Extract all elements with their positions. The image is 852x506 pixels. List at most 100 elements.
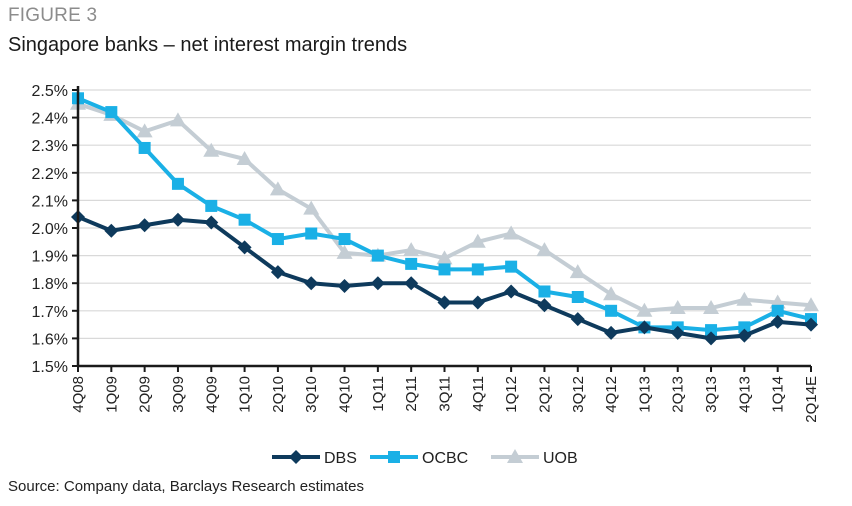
data-point-dbs: [204, 215, 219, 230]
data-point-uob: [169, 112, 186, 127]
x-tick-label: 1Q12: [503, 376, 520, 413]
x-tick-label: 3Q12: [570, 376, 587, 413]
data-point-ocbc: [505, 260, 518, 273]
data-point-ocbc: [171, 177, 184, 190]
data-point-dbs: [704, 331, 719, 346]
data-point-ocbc: [605, 304, 618, 317]
data-point-uob: [303, 200, 320, 215]
legend-item-uob: UOB: [491, 449, 578, 467]
data-point-dbs: [470, 295, 485, 310]
data-point-uob: [536, 242, 553, 257]
legend: DBS OCBC UOB: [272, 449, 578, 467]
data-point-dbs: [737, 328, 752, 343]
data-point-ocbc: [571, 291, 584, 303]
x-tick-label: 3Q11: [437, 376, 454, 412]
series-group: [70, 92, 819, 346]
y-tick-label: 2.0%: [32, 221, 68, 238]
data-point-uob: [736, 291, 753, 306]
x-tick-label: 2Q11: [403, 376, 420, 412]
x-tick-label: 1Q13: [636, 376, 653, 413]
series-line-dbs: [77, 215, 812, 341]
y-tick-label: 2.2%: [32, 166, 68, 183]
x-tick-label: 4Q09: [203, 376, 220, 413]
data-point-ocbc: [771, 304, 784, 317]
y-tick-label: 2.5%: [32, 83, 68, 100]
data-point-dbs: [370, 276, 385, 291]
x-tick-label: 2Q10: [270, 376, 287, 413]
x-tick-label: 2Q14E: [803, 376, 820, 423]
chart-title: Singapore banks – net interest margin tr…: [8, 34, 408, 56]
data-point-dbs: [237, 240, 252, 255]
data-point-dbs: [304, 276, 319, 291]
data-point-ocbc: [471, 263, 484, 276]
data-point-dbs: [537, 298, 552, 313]
y-tick-label: 1.5%: [32, 359, 68, 376]
data-point-ocbc: [205, 199, 218, 212]
data-point-uob: [403, 242, 420, 257]
legend-marker: [388, 451, 400, 463]
x-tick-label: 4Q12: [603, 376, 620, 413]
data-point-uob: [269, 181, 286, 196]
y-tick-label: 2.3%: [32, 138, 68, 155]
data-point-ocbc: [371, 249, 384, 262]
data-point-ocbc: [438, 263, 451, 276]
data-point-uob: [469, 233, 486, 248]
data-point-ocbc: [338, 233, 351, 246]
data-point-dbs: [337, 278, 352, 293]
data-point-ocbc: [705, 324, 718, 337]
legend-item-dbs: DBS: [272, 450, 357, 467]
data-point-dbs: [770, 314, 785, 329]
legend-label: UOB: [543, 450, 578, 467]
data-point-ocbc: [238, 213, 251, 226]
data-point-uob: [436, 250, 453, 265]
data-point-uob: [236, 151, 253, 165]
data-point-dbs: [104, 223, 119, 238]
data-point-ocbc: [105, 106, 118, 119]
y-tick-label: 1.8%: [32, 276, 68, 293]
data-point-dbs: [504, 284, 519, 299]
source-note: Source: Company data, Barclays Research …: [8, 478, 364, 495]
y-axis-ticks: 1.5% 1.6% 1.7% 1.8% 1.9% 2.0% 2.1% 2.2% 2.3% 2.4%…: [32, 83, 78, 376]
y-tick-label: 1.7%: [32, 304, 68, 321]
data-point-dbs: [270, 265, 285, 280]
data-point-uob: [503, 225, 520, 240]
series-dbs: [71, 209, 818, 346]
data-point-ocbc: [138, 141, 151, 154]
data-point-uob: [136, 123, 153, 138]
x-tick-label: 1Q11: [370, 376, 387, 412]
legend-item-ocbc: OCBC: [370, 450, 468, 467]
gridlines: [78, 89, 811, 339]
data-point-dbs: [437, 295, 452, 310]
data-point-ocbc: [538, 285, 551, 298]
axes: [76, 86, 811, 368]
series-line-ocbc: [77, 96, 812, 333]
data-point-dbs: [137, 218, 152, 233]
legend-label: OCBC: [422, 450, 468, 467]
data-point-dbs: [570, 312, 585, 327]
data-point-uob: [803, 297, 819, 312]
data-point-ocbc: [405, 257, 418, 270]
y-tick-label: 2.1%: [32, 193, 68, 210]
data-point-uob: [569, 264, 586, 279]
x-tick-label: 1Q14: [770, 376, 787, 413]
data-point-dbs: [637, 320, 652, 335]
x-tick-label: 4Q10: [337, 376, 354, 413]
data-point-dbs: [670, 325, 685, 340]
data-point-dbs: [604, 325, 619, 340]
data-point-uob: [703, 300, 720, 315]
series-ocbc: [72, 92, 817, 337]
data-point-uob: [203, 142, 220, 157]
x-tick-label: 3Q09: [170, 376, 187, 413]
x-tick-label: 2Q13: [670, 376, 687, 413]
legend-marker: [507, 449, 523, 463]
series-line-uob: [77, 101, 812, 313]
y-tick-label: 2.4%: [32, 111, 68, 128]
x-axis-ticks: 4Q08 1Q09 2Q09 3Q09 4Q09 1Q10 2Q10 3Q10 4Q10 1Q11…: [70, 366, 820, 423]
y-tick-label: 1.6%: [32, 331, 68, 348]
data-point-dbs: [804, 317, 818, 332]
data-point-ocbc: [305, 227, 318, 240]
y-tick-label: 1.9%: [32, 249, 68, 266]
x-tick-label: 4Q13: [736, 376, 753, 413]
data-point-uob: [669, 300, 686, 315]
data-point-ocbc: [738, 321, 751, 334]
